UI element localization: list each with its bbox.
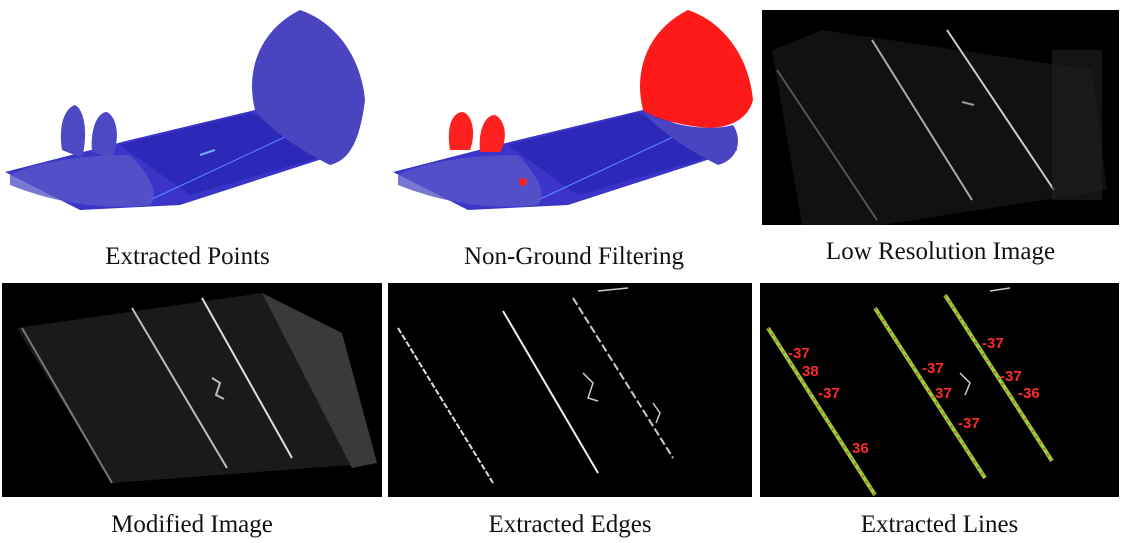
edges-panel xyxy=(388,283,752,497)
line-angle-label: 37 xyxy=(935,385,952,402)
low-res-panel xyxy=(762,10,1119,225)
line-angle-label: 36 xyxy=(852,440,869,457)
line-angle-label: -37 xyxy=(818,385,840,402)
caption: Extracted Lines xyxy=(760,511,1119,539)
modified-panel xyxy=(2,283,382,497)
point-cloud-panel xyxy=(0,0,375,235)
caption: Low Resolution Image xyxy=(762,238,1119,266)
line-angle-label: -37 xyxy=(922,360,944,377)
filtered-cloud xyxy=(388,0,760,235)
caption: Extracted Edges xyxy=(388,511,752,539)
low-res-image xyxy=(762,10,1119,225)
line-angle-label: -37 xyxy=(958,415,980,432)
point-cloud xyxy=(0,0,375,235)
line-angle-label: -37 xyxy=(1000,368,1022,385)
modified-image xyxy=(2,283,382,497)
figure: {"panels": [ {"caption": "Extracted Poin… xyxy=(0,0,1121,543)
line-angle-label: -36 xyxy=(1018,385,1040,402)
caption: Extracted Points xyxy=(0,243,375,271)
line-angle-label: -37 xyxy=(982,335,1004,352)
caption: Modified Image xyxy=(2,511,382,539)
edges-image xyxy=(388,283,752,497)
line-angle-label: -37 xyxy=(788,345,810,362)
filtered-cloud-panel xyxy=(388,0,760,235)
line-angle-label: 38 xyxy=(802,363,819,380)
caption: Non-Ground Filtering xyxy=(388,243,760,271)
